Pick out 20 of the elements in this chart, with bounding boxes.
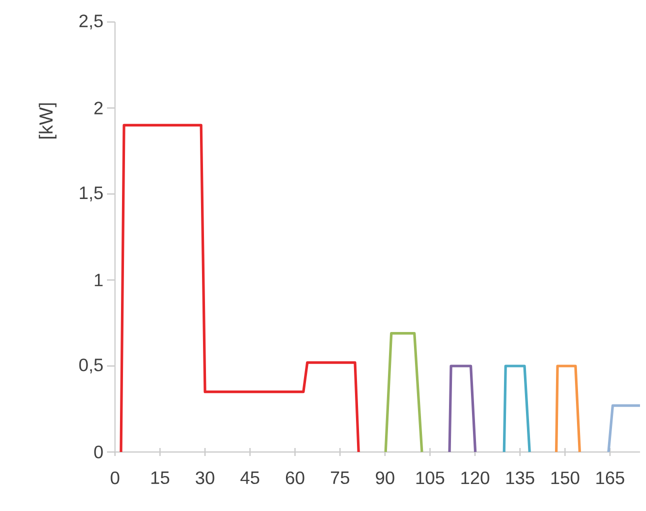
x-tick-label: 135: [506, 472, 534, 484]
y-tick-label: 1,5: [80, 186, 103, 202]
x-tick-label: 15: [151, 472, 170, 484]
x-tick-label: 120: [461, 472, 490, 484]
y-axis-title: [kW]: [38, 103, 56, 138]
x-tick-label: 60: [286, 472, 304, 484]
y-tick-label: 2,5: [79, 14, 103, 30]
x-tick-label: 165: [596, 472, 624, 484]
y-tick-label: 0,5: [79, 358, 103, 374]
x-tick-label: 45: [240, 472, 260, 484]
y-tick-label: 0: [94, 446, 103, 458]
x-tick-label: 150: [551, 472, 580, 484]
x-tick-label: 105: [416, 472, 444, 484]
x-tick-label: 0: [110, 472, 120, 484]
x-tick-label: 30: [196, 472, 214, 484]
x-tick-label: 75: [330, 472, 350, 484]
y-tick-label: 2: [94, 102, 103, 114]
y-tick-label: 1: [94, 274, 103, 286]
line-series: [120, 124, 360, 454]
x-tick-label: 90: [376, 472, 394, 484]
